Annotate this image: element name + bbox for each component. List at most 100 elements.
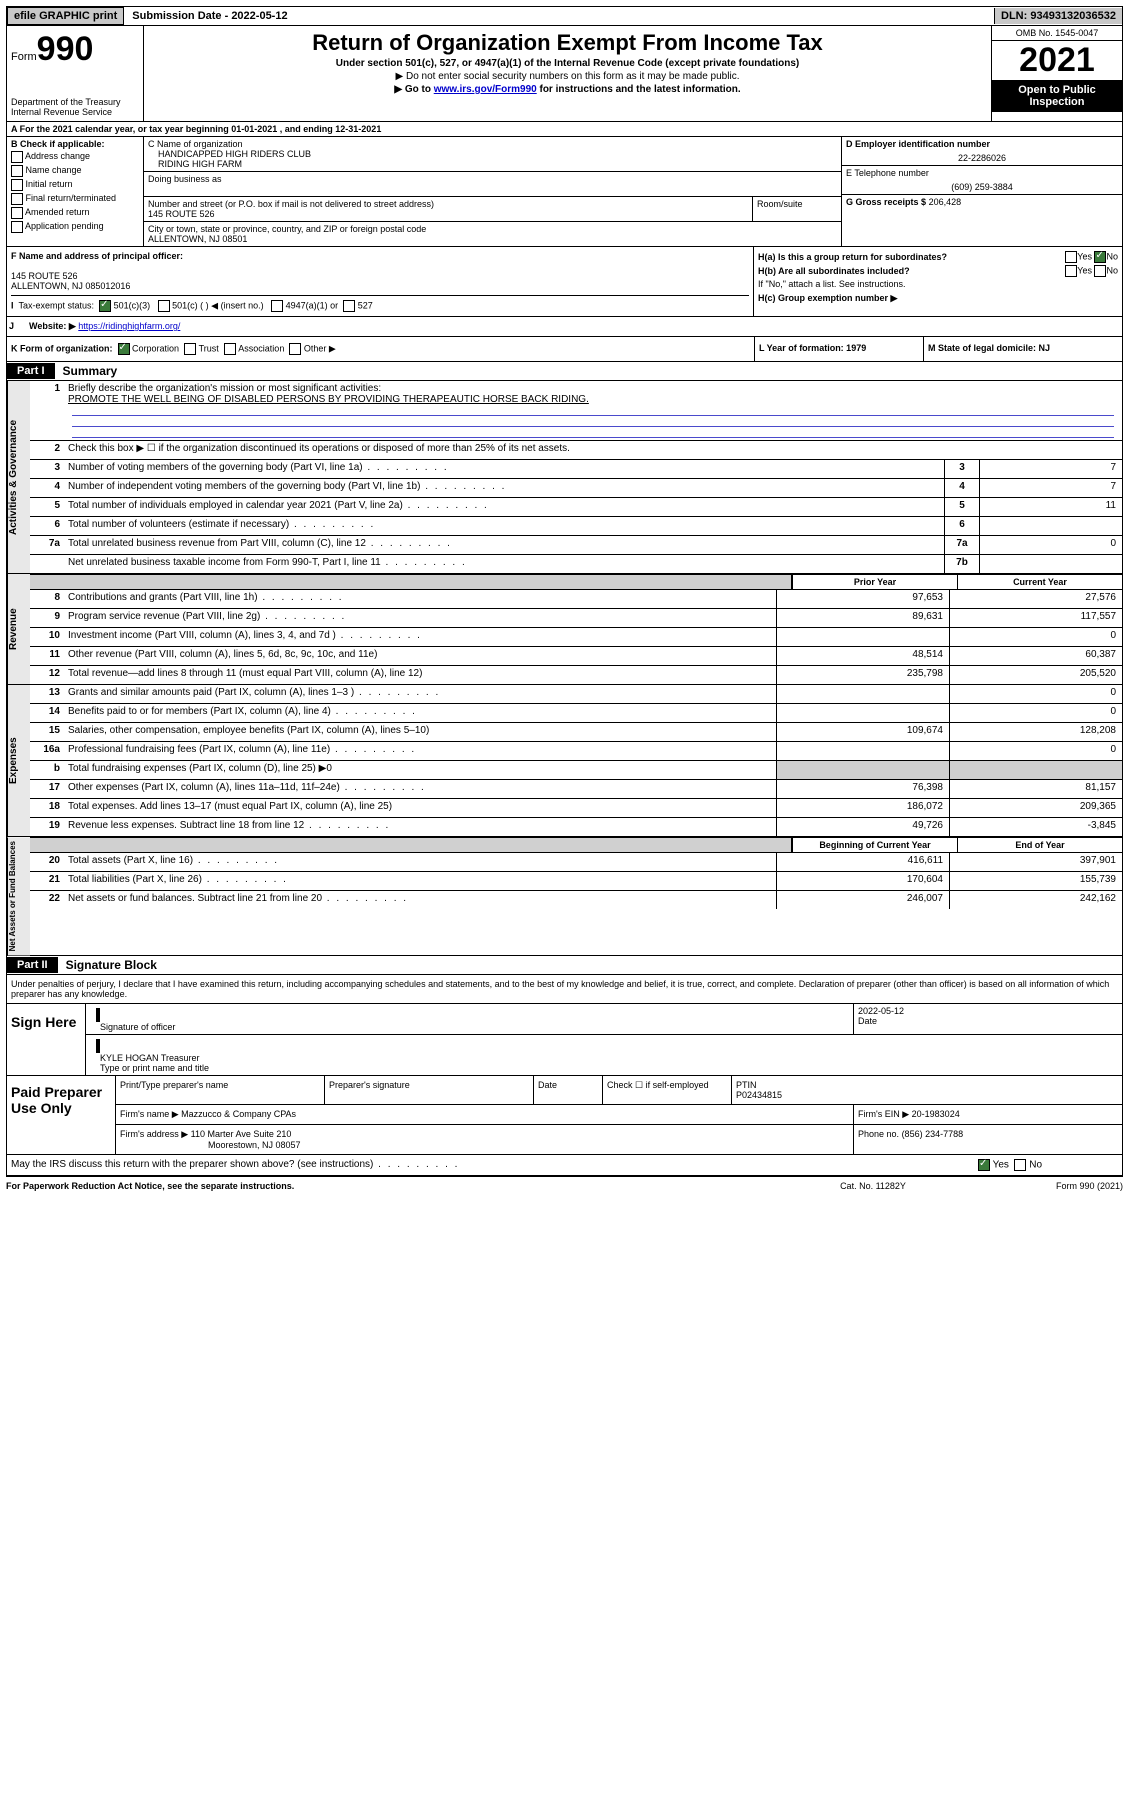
hb-note: If "No," attach a list. See instructions… (758, 279, 1118, 289)
c-name1: HANDICAPPED HIGH RIDERS CLUB (148, 149, 837, 159)
rev-c12: 205,520 (949, 666, 1122, 684)
discuss-label: May the IRS discuss this return with the… (11, 1159, 978, 1171)
exp-c16a: 0 (949, 742, 1122, 760)
m-label: M State of legal domicile: NJ (923, 337, 1122, 361)
k-corp[interactable] (118, 343, 130, 355)
rev-p11: 48,514 (776, 647, 949, 665)
exp-c15: 128,208 (949, 723, 1122, 741)
rev-p10 (776, 628, 949, 646)
gov-v7a: 0 (979, 536, 1122, 554)
b-opt-3[interactable]: Final return/terminated (11, 191, 139, 205)
b-opt-4[interactable]: Amended return (11, 205, 139, 219)
b-opt-1[interactable]: Name change (11, 163, 139, 177)
rev-l8: Contributions and grants (Part VIII, lin… (64, 590, 776, 608)
part2-title: Signature Block (58, 956, 165, 974)
b-opt-5[interactable]: Application pending (11, 219, 139, 233)
preparer-block: Paid Preparer Use Only Print/Type prepar… (6, 1076, 1123, 1155)
gov-v4: 7 (979, 479, 1122, 497)
prep-c1: Print/Type preparer's name (116, 1076, 325, 1104)
ha-label: H(a) Is this a group return for subordin… (758, 252, 947, 262)
e-label: E Telephone number (846, 168, 1118, 178)
form-number: 990 (37, 30, 94, 68)
exp-c18: 209,365 (949, 799, 1122, 817)
c-name2: RIDING HIGH FARM (148, 159, 837, 169)
ha-yes[interactable] (1065, 251, 1077, 263)
sign-date: 2022-05-12 (858, 1006, 1118, 1016)
i-501c-check[interactable] (158, 300, 170, 312)
rev-p12: 235,798 (776, 666, 949, 684)
j-label: Website: ▶ (29, 321, 76, 331)
hb-no[interactable] (1094, 265, 1106, 277)
i-501c3-check[interactable] (99, 300, 111, 312)
mission-q: Briefly describe the organization's miss… (68, 383, 381, 394)
b-opt-0[interactable]: Address change (11, 149, 139, 163)
exp-p17: 76,398 (776, 780, 949, 798)
gov-v7b (979, 555, 1122, 573)
i-label: Tax-exempt status: (19, 300, 95, 310)
form-subtitle-2b: ▶ Go to www.irs.gov/Form990 for instruct… (148, 84, 987, 95)
ein-val: 20-1983024 (912, 1109, 960, 1119)
prep-c3: Date (534, 1076, 603, 1104)
e-val: (609) 259-3884 (846, 178, 1118, 192)
header-left: Form990 Department of the Treasury Inter… (7, 26, 144, 121)
discuss-yes[interactable] (978, 1159, 990, 1171)
ein-label: Firm's EIN ▶ (858, 1109, 909, 1119)
efile-button[interactable]: efile GRAPHIC print (7, 7, 124, 25)
part1-header: Part I Summary (6, 362, 1123, 381)
hdr-current: Current Year (957, 575, 1122, 589)
l-label: L Year of formation: 1979 (754, 337, 923, 361)
form-title: Return of Organization Exempt From Incom… (148, 30, 987, 56)
mission-a: PROMOTE THE WELL BEING OF DISABLED PERSO… (68, 394, 589, 405)
irs-label: Internal Revenue Service (11, 107, 139, 117)
firm-label: Firm's name ▶ (120, 1109, 179, 1119)
website-link[interactable]: https://ridinghighfarm.org/ (78, 321, 180, 331)
summary-expenses: Expenses 13Grants and similar amounts pa… (6, 685, 1123, 837)
sign-block: Sign Here Signature of officer 2022-05-1… (6, 1003, 1123, 1076)
k-assoc[interactable] (224, 343, 236, 355)
footer-left: For Paperwork Reduction Act Notice, see … (6, 1181, 773, 1191)
rev-c9: 117,557 (949, 609, 1122, 627)
na-c21: 155,739 (949, 872, 1122, 890)
ha-no[interactable] (1094, 251, 1106, 263)
k-o0: Corporation (132, 343, 179, 353)
k-other[interactable] (289, 343, 301, 355)
k-o3: Other ▶ (304, 343, 336, 353)
i-o2: 501(c) ( ) ◀ (insert no.) (172, 300, 263, 310)
f-l1: 145 ROUTE 526 (11, 271, 749, 281)
exp-p15: 109,674 (776, 723, 949, 741)
phone-val: (856) 234-7788 (902, 1129, 964, 1139)
vtab-netassets: Net Assets or Fund Balances (7, 837, 30, 955)
c-city: ALLENTOWN, NJ 08501 (148, 234, 837, 244)
dln-label: DLN: 93493132036532 (994, 8, 1122, 24)
irs-link[interactable]: www.irs.gov/Form990 (434, 84, 537, 95)
k-trust[interactable] (184, 343, 196, 355)
i-527-check[interactable] (343, 300, 355, 312)
hb-yes[interactable] (1065, 265, 1077, 277)
hc-label: H(c) Group exemption number ▶ (758, 293, 1118, 304)
firm-addr1: 110 Marter Ave Suite 210 (191, 1129, 292, 1139)
b-opt-2[interactable]: Initial return (11, 177, 139, 191)
c-city-label: City or town, state or province, country… (148, 224, 837, 234)
gov-l4: Number of independent voting members of … (64, 479, 944, 497)
b-label: B Check if applicable: (11, 139, 139, 149)
g-label: G Gross receipts $ (846, 197, 926, 207)
hdr-prior: Prior Year (792, 575, 957, 589)
part2-header: Part II Signature Block (6, 956, 1123, 975)
firm-addr-label: Firm's address ▶ (120, 1129, 188, 1139)
gov-v3: 7 (979, 460, 1122, 478)
row-k: K Form of organization: Corporation Trus… (6, 337, 1123, 362)
exp-c17: 81,157 (949, 780, 1122, 798)
na-p21: 170,604 (776, 872, 949, 890)
exp-p13 (776, 685, 949, 703)
discuss-no[interactable] (1014, 1159, 1026, 1171)
form-header: Form990 Department of the Treasury Inter… (6, 26, 1123, 122)
phone-label: Phone no. (858, 1129, 899, 1139)
prep-ptin: P02434815 (736, 1090, 782, 1100)
c-addr-label: Number and street (or P.O. box if mail i… (148, 199, 748, 209)
exp-l18: Total expenses. Add lines 13–17 (must eq… (64, 799, 776, 817)
i-o4: 527 (358, 300, 373, 310)
exp-p14 (776, 704, 949, 722)
exp-l19: Revenue less expenses. Subtract line 18 … (64, 818, 776, 836)
rev-c8: 27,576 (949, 590, 1122, 608)
i-4947-check[interactable] (271, 300, 283, 312)
